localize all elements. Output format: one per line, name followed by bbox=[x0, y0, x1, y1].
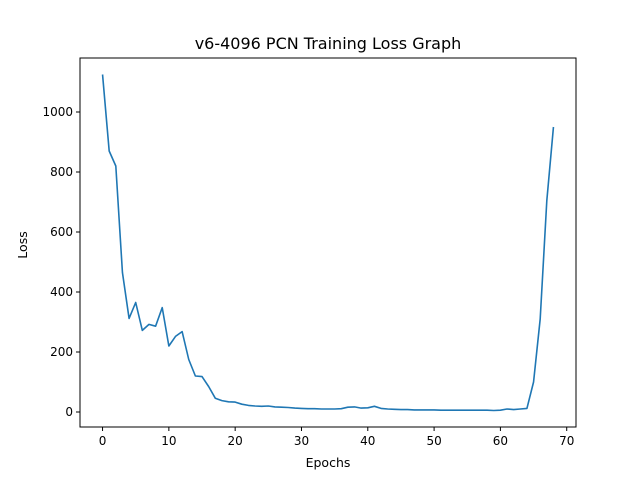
plot-area: 0 10 20 30 40 50 60 70 0 200 400 600 800 1000 bbox=[42, 57, 577, 448]
x-tick-label: 70 bbox=[559, 434, 574, 448]
x-tick-label: 20 bbox=[228, 434, 243, 448]
y-tick-label: 600 bbox=[50, 225, 73, 239]
x-tick-label: 40 bbox=[360, 434, 375, 448]
x-tick-label: 50 bbox=[426, 434, 441, 448]
y-tick-label: 200 bbox=[50, 345, 73, 359]
y-tick-label: 800 bbox=[50, 165, 73, 179]
x-tick-label: 0 bbox=[99, 434, 107, 448]
y-tick-label: 1000 bbox=[42, 105, 73, 119]
axes-frame bbox=[79, 57, 577, 428]
y-tick-label: 400 bbox=[50, 285, 73, 299]
loss-series-line bbox=[101, 74, 555, 412]
x-tick-label: 30 bbox=[294, 434, 309, 448]
y-tick-label: 0 bbox=[65, 405, 73, 419]
x-axis-label: Epochs bbox=[306, 455, 351, 470]
x-tick-label: 10 bbox=[161, 434, 176, 448]
y-axis-label: Loss bbox=[15, 231, 30, 258]
chart-title: v6-4096 PCN Training Loss Graph bbox=[195, 34, 462, 53]
x-tick-label: 60 bbox=[493, 434, 508, 448]
